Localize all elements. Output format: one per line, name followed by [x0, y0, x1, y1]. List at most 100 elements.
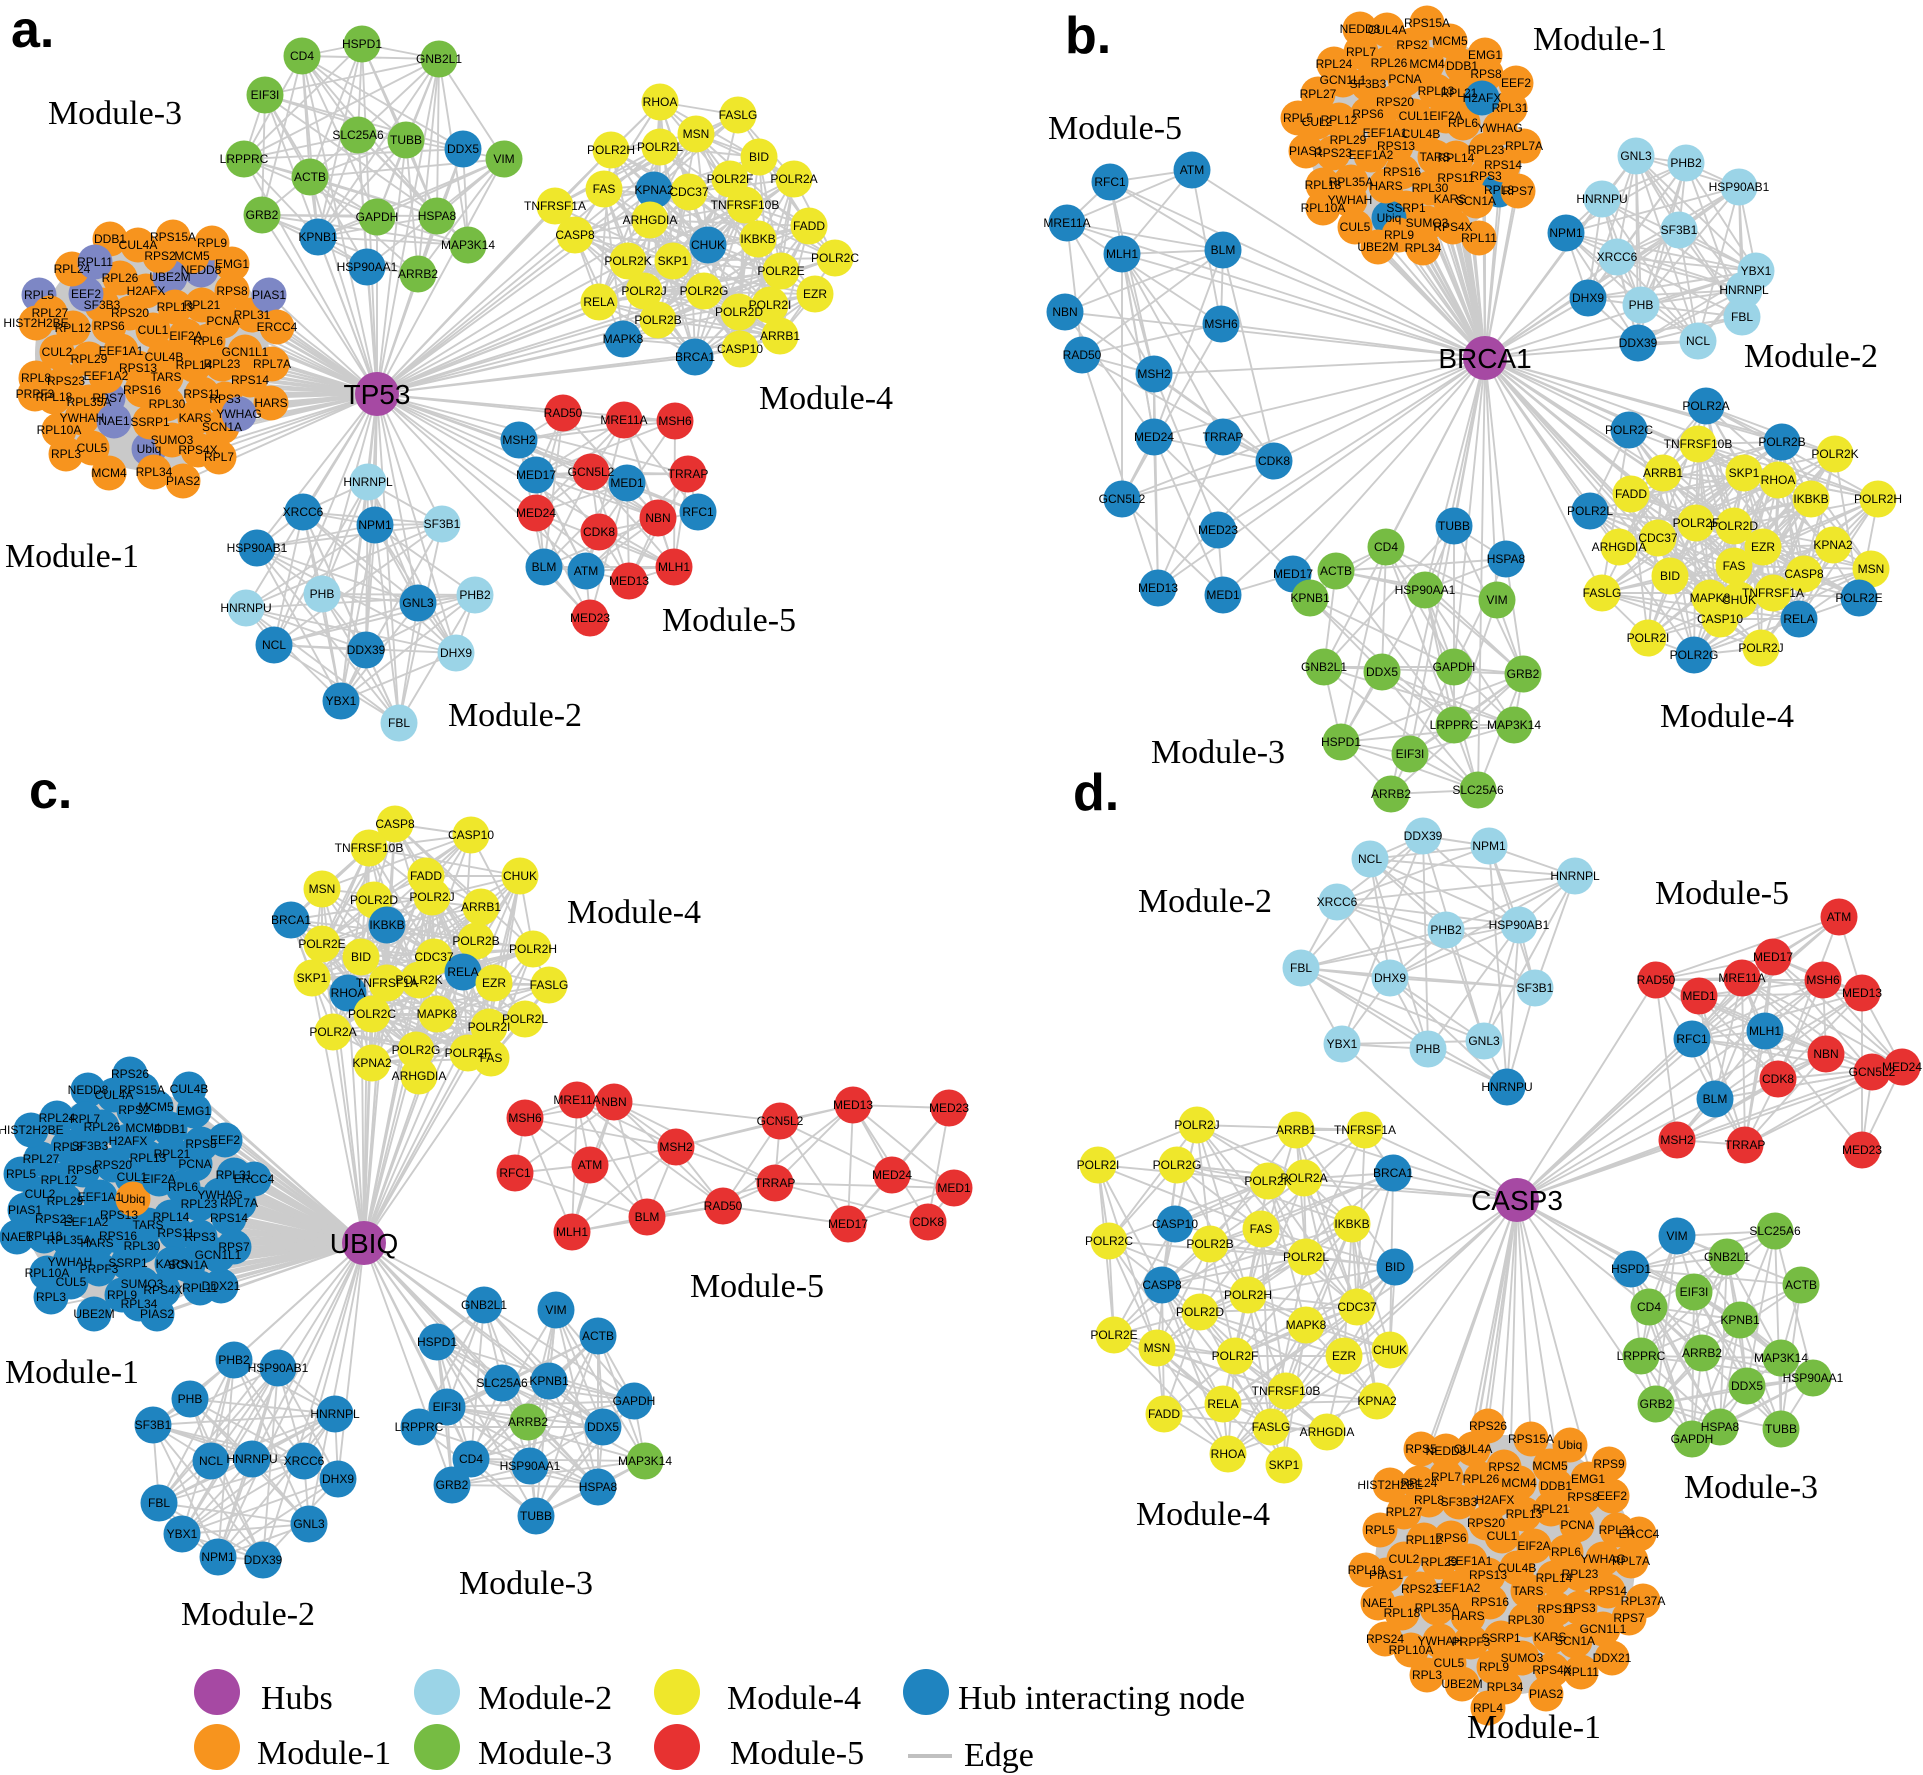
svg-text:SUMO3: SUMO3	[151, 433, 194, 447]
svg-text:HNRNPU: HNRNPU	[220, 601, 271, 615]
svg-text:RPS20: RPS20	[1376, 95, 1414, 109]
svg-text:CDK8: CDK8	[912, 1215, 944, 1229]
svg-text:MED17: MED17	[828, 1217, 868, 1231]
svg-text:RPL23: RPL23	[181, 1197, 218, 1211]
svg-text:RPL13: RPL13	[157, 300, 194, 314]
svg-text:CHUK: CHUK	[1722, 593, 1756, 607]
svg-text:POLR2B: POLR2B	[1758, 435, 1805, 449]
svg-text:RELA: RELA	[583, 295, 614, 309]
svg-text:ARRB2: ARRB2	[1371, 787, 1411, 801]
svg-text:TNFRSF10B: TNFRSF10B	[1252, 1384, 1321, 1398]
svg-text:TRRAP: TRRAP	[1203, 430, 1244, 444]
svg-text:MED17: MED17	[1753, 950, 1793, 964]
svg-text:CUL2: CUL2	[1302, 115, 1333, 129]
svg-text:RPS16: RPS16	[99, 1229, 137, 1243]
svg-text:Module-1: Module-1	[257, 1735, 391, 1772]
svg-text:RPS26: RPS26	[111, 1067, 149, 1081]
svg-text:POLR2C: POLR2C	[1605, 423, 1653, 437]
svg-text:MAP3K14: MAP3K14	[618, 1454, 672, 1468]
svg-text:POLR2K: POLR2K	[1244, 1174, 1291, 1188]
svg-text:UBE2M: UBE2M	[1357, 240, 1398, 254]
svg-text:SKP1: SKP1	[658, 254, 689, 268]
svg-text:RPL10A: RPL10A	[1301, 201, 1346, 215]
svg-text:RPS7: RPS7	[218, 1240, 250, 1254]
svg-text:KPNA2: KPNA2	[634, 183, 674, 197]
svg-text:TNFRSF10B: TNFRSF10B	[335, 841, 404, 855]
svg-text:Module-3: Module-3	[478, 1735, 612, 1772]
svg-text:CUL1: CUL1	[1487, 1529, 1518, 1543]
svg-text:BRCA1: BRCA1	[1438, 343, 1531, 374]
svg-text:RAD50: RAD50	[704, 1199, 743, 1213]
svg-text:RPL18: RPL18	[36, 390, 73, 404]
svg-text:EZR: EZR	[803, 287, 827, 301]
svg-text:SF3B1: SF3B1	[135, 1418, 172, 1432]
svg-text:POLR2I: POLR2I	[1627, 631, 1670, 645]
svg-text:NEDD8: NEDD8	[181, 263, 222, 277]
svg-text:RPL34: RPL34	[1405, 241, 1442, 255]
svg-text:RPL13: RPL13	[1418, 84, 1455, 98]
svg-text:MRE11A: MRE11A	[1718, 971, 1765, 985]
svg-text:Module-2: Module-2	[478, 1680, 612, 1717]
svg-text:POLR2F: POLR2F	[1673, 516, 1720, 530]
svg-text:HARS: HARS	[1451, 1609, 1484, 1623]
svg-text:RPS9: RPS9	[1593, 1457, 1625, 1471]
svg-text:POLR2I: POLR2I	[749, 298, 792, 312]
svg-text:POLR2J: POLR2J	[1174, 1118, 1219, 1132]
svg-text:SF3B3: SF3B3	[1350, 77, 1387, 91]
svg-text:LRPPRC: LRPPRC	[1430, 718, 1479, 732]
svg-text:RPL34: RPL34	[136, 465, 173, 479]
svg-text:NCL: NCL	[1686, 334, 1710, 348]
svg-text:ATM: ATM	[1180, 163, 1204, 177]
svg-text:EZR: EZR	[1332, 1349, 1356, 1363]
svg-text:EEF1A2: EEF1A2	[1349, 148, 1394, 162]
svg-text:EEF1A1: EEF1A1	[1448, 1554, 1493, 1568]
svg-text:EEF1A1: EEF1A1	[99, 344, 144, 358]
svg-text:RPL11: RPL11	[182, 1281, 218, 1295]
svg-text:DDB1: DDB1	[154, 1122, 186, 1136]
svg-text:MED13: MED13	[833, 1098, 873, 1112]
svg-text:CUL5: CUL5	[56, 1275, 87, 1289]
svg-text:GNB2L1: GNB2L1	[461, 1298, 507, 1312]
svg-text:YBX1: YBX1	[167, 1527, 198, 1541]
svg-text:DDX21: DDX21	[1593, 1651, 1632, 1665]
svg-text:Edge: Edge	[964, 1737, 1034, 1774]
svg-text:EEF1A2: EEF1A2	[84, 369, 129, 383]
svg-text:MED13: MED13	[609, 574, 649, 588]
svg-text:RPL26: RPL26	[102, 271, 139, 285]
svg-text:FASLG: FASLG	[719, 108, 758, 122]
svg-text:Module-4: Module-4	[759, 380, 893, 417]
svg-text:RPL31: RPL31	[1599, 1523, 1636, 1537]
svg-text:RPL29: RPL29	[71, 352, 108, 366]
svg-text:VIM: VIM	[1486, 593, 1507, 607]
svg-text:RPL30: RPL30	[1508, 1613, 1545, 1627]
svg-text:RPS11: RPS11	[1537, 1602, 1574, 1616]
svg-text:YWHAG: YWHAG	[1580, 1552, 1625, 1566]
svg-text:RELA: RELA	[1783, 612, 1814, 626]
svg-text:RPL14: RPL14	[153, 1210, 190, 1224]
svg-text:RPL9: RPL9	[1384, 228, 1414, 242]
svg-text:KPNB1: KPNB1	[529, 1374, 569, 1388]
svg-text:GCN1L1: GCN1L1	[195, 1248, 242, 1262]
svg-text:FAS: FAS	[480, 1051, 503, 1065]
svg-text:PHB2: PHB2	[1430, 923, 1462, 937]
svg-text:RPL35A: RPL35A	[47, 1233, 92, 1247]
svg-text:EIF2A: EIF2A	[1517, 1539, 1550, 1553]
svg-text:MSH6: MSH6	[508, 1111, 542, 1125]
svg-text:MED13: MED13	[1842, 986, 1882, 1000]
svg-text:MLH1: MLH1	[1749, 1024, 1781, 1038]
svg-text:FADD: FADD	[410, 869, 442, 883]
svg-text:XRCC6: XRCC6	[1597, 250, 1638, 264]
svg-text:RPS15A: RPS15A	[119, 1083, 165, 1097]
svg-text:RPL27: RPL27	[1386, 1505, 1423, 1519]
svg-text:CUL1: CUL1	[117, 1170, 148, 1184]
svg-text:EEF2: EEF2	[210, 1133, 240, 1147]
svg-text:TRRAP: TRRAP	[1725, 1138, 1766, 1152]
svg-text:KARS: KARS	[179, 411, 212, 425]
svg-text:RPL24: RPL24	[1401, 1476, 1438, 1490]
svg-text:CASP8: CASP8	[1142, 1278, 1182, 1292]
svg-text:CUL4B: CUL4B	[170, 1082, 209, 1096]
svg-text:ACTB: ACTB	[294, 170, 326, 184]
svg-text:GCN1L1: GCN1L1	[222, 345, 269, 359]
svg-text:RPL35A: RPL35A	[67, 395, 112, 409]
svg-text:EMG1: EMG1	[1468, 48, 1502, 62]
